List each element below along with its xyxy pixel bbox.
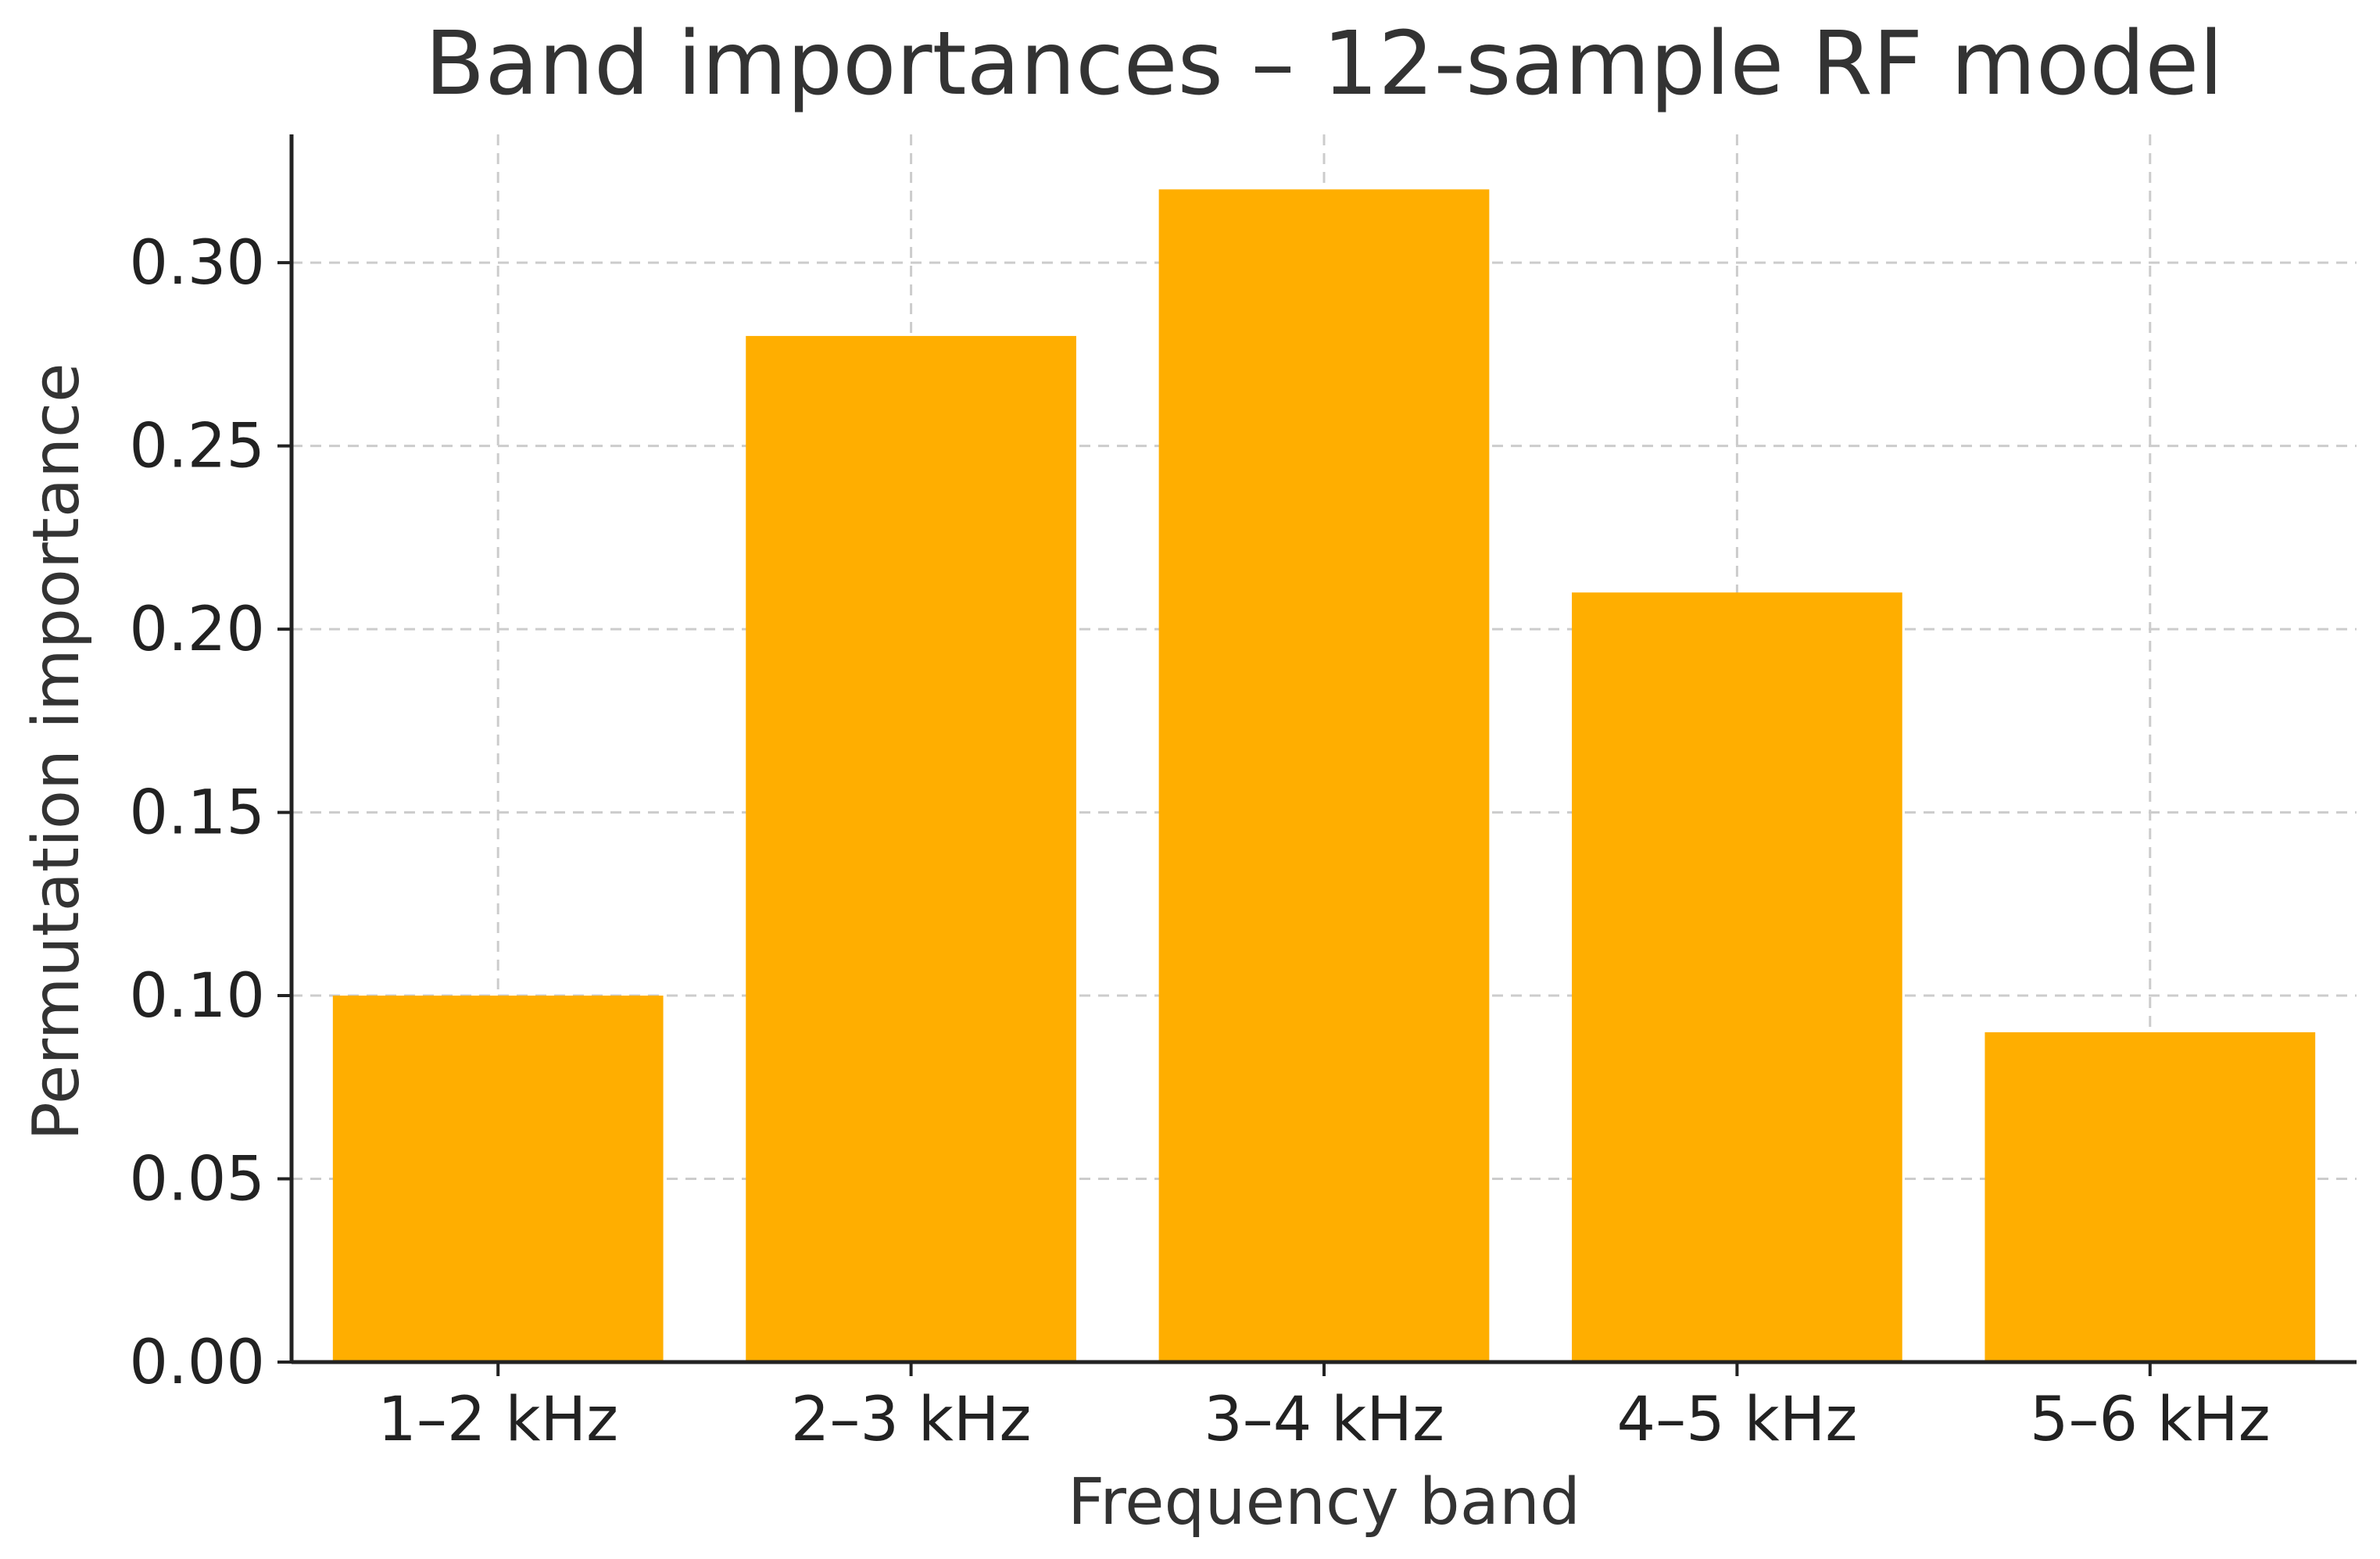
bar — [746, 335, 1076, 1362]
y-tick-label: 0.00 — [129, 1328, 265, 1398]
bar — [1158, 189, 1490, 1363]
y-tick-label: 0.20 — [129, 595, 265, 665]
y-tick-label: 0.10 — [129, 961, 265, 1032]
bar — [332, 996, 664, 1362]
y-tick-label: 0.30 — [129, 228, 265, 299]
x-axis-ticks: 1–2 kHz 2–3 kHz 3–4 kHz 4–5 kHz 5–6 kHz — [378, 1362, 2271, 1455]
bar — [1572, 592, 1902, 1362]
x-axis-label: Frequency band — [1068, 1465, 1580, 1539]
chart-title: Band importances – 12-sample RF model — [425, 13, 2224, 115]
x-tick-label: 5–6 kHz — [2030, 1385, 2271, 1455]
y-tick-label: 0.15 — [129, 778, 265, 849]
y-axis-ticks: 0.00 0.05 0.10 0.15 0.20 0.25 0.30 — [129, 228, 292, 1398]
x-tick-label: 3–4 kHz — [1204, 1385, 1444, 1455]
x-tick-label: 1–2 kHz — [378, 1385, 618, 1455]
x-tick-label: 2–3 kHz — [791, 1385, 1032, 1455]
y-tick-label: 0.05 — [129, 1145, 265, 1215]
x-tick-label: 4–5 kHz — [1616, 1385, 1857, 1455]
bars — [332, 189, 2316, 1363]
y-axis-label: Permutation importance — [20, 363, 94, 1140]
bar — [1985, 1032, 2316, 1362]
y-tick-label: 0.25 — [129, 412, 265, 482]
